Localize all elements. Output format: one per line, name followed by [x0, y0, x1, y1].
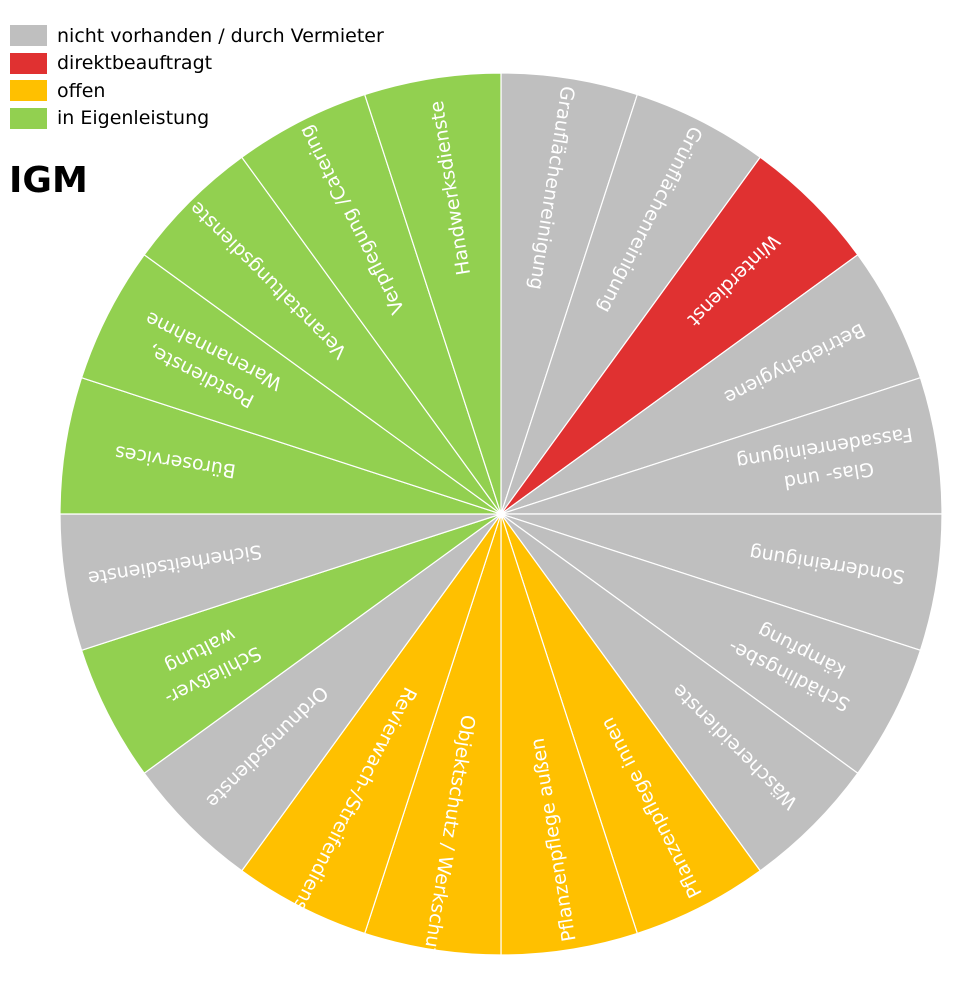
pie-slice: [363, 72, 502, 515]
legend-item: direktbeauftragt: [10, 50, 384, 78]
legend-label: direktbeauftragt: [57, 52, 213, 75]
legend-label: nicht vorhanden / durch Vermieter: [57, 24, 384, 47]
legend-item: in Eigenleistung: [10, 105, 384, 133]
legend-swatch: [10, 80, 47, 102]
chart-legend: nicht vorhanden / durch Vermieter direktb…: [10, 22, 384, 132]
legend-item: nicht vorhanden / durch Vermieter: [10, 22, 384, 50]
legend-swatch: [10, 52, 47, 74]
legend-item: offen: [10, 77, 384, 105]
legend-swatch: [10, 25, 47, 47]
legend-label: in Eigenleistung: [57, 107, 210, 130]
legend-label: offen: [57, 79, 106, 102]
chart-title: IGM: [9, 160, 88, 201]
legend-swatch: [10, 107, 47, 129]
